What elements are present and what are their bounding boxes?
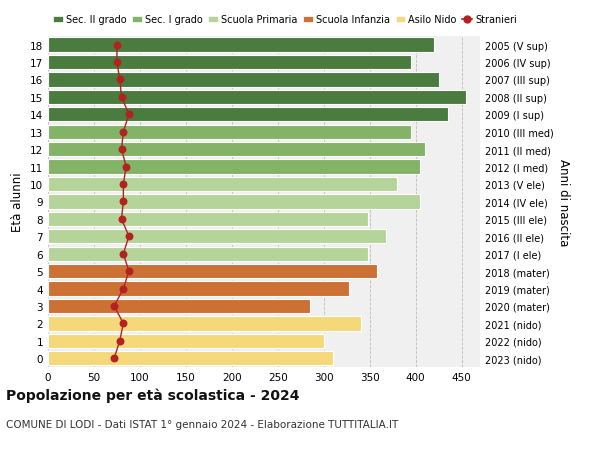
Point	[119, 198, 128, 206]
Text: Popolazione per età scolastica - 2024: Popolazione per età scolastica - 2024	[6, 388, 299, 403]
Bar	[48, 247, 368, 261]
Point	[112, 42, 122, 49]
Point	[117, 146, 127, 153]
Point	[117, 94, 127, 101]
Bar	[48, 143, 425, 157]
Y-axis label: Anni di nascita: Anni di nascita	[557, 158, 570, 246]
Text: COMUNE DI LODI - Dati ISTAT 1° gennaio 2024 - Elaborazione TUTTITALIA.IT: COMUNE DI LODI - Dati ISTAT 1° gennaio 2…	[6, 419, 398, 429]
Bar	[48, 38, 434, 52]
Y-axis label: Età alunni: Età alunni	[11, 172, 25, 232]
Point	[109, 302, 119, 310]
Point	[124, 233, 134, 241]
Bar	[48, 230, 386, 244]
Point	[115, 77, 124, 84]
Bar	[48, 195, 420, 209]
Bar	[48, 160, 420, 174]
Point	[119, 320, 128, 327]
Point	[112, 59, 122, 67]
Point	[119, 129, 128, 136]
Point	[115, 337, 124, 345]
Bar	[48, 299, 310, 313]
Bar	[48, 334, 324, 348]
Legend: Sec. II grado, Sec. I grado, Scuola Primaria, Scuola Infanzia, Asilo Nido, Stran: Sec. II grado, Sec. I grado, Scuola Prim…	[53, 15, 517, 25]
Bar	[48, 108, 448, 122]
Bar	[48, 212, 368, 226]
Point	[119, 181, 128, 188]
Bar	[48, 264, 377, 279]
Bar	[48, 352, 333, 366]
Point	[124, 268, 134, 275]
Bar	[48, 317, 361, 331]
Bar	[48, 125, 411, 140]
Bar	[48, 90, 466, 105]
Point	[119, 251, 128, 258]
Point	[117, 216, 127, 223]
Bar	[48, 178, 397, 192]
Bar	[48, 56, 411, 70]
Point	[119, 285, 128, 292]
Bar	[48, 282, 349, 296]
Point	[121, 163, 131, 171]
Bar	[48, 73, 439, 87]
Point	[109, 355, 119, 362]
Point	[124, 112, 134, 119]
